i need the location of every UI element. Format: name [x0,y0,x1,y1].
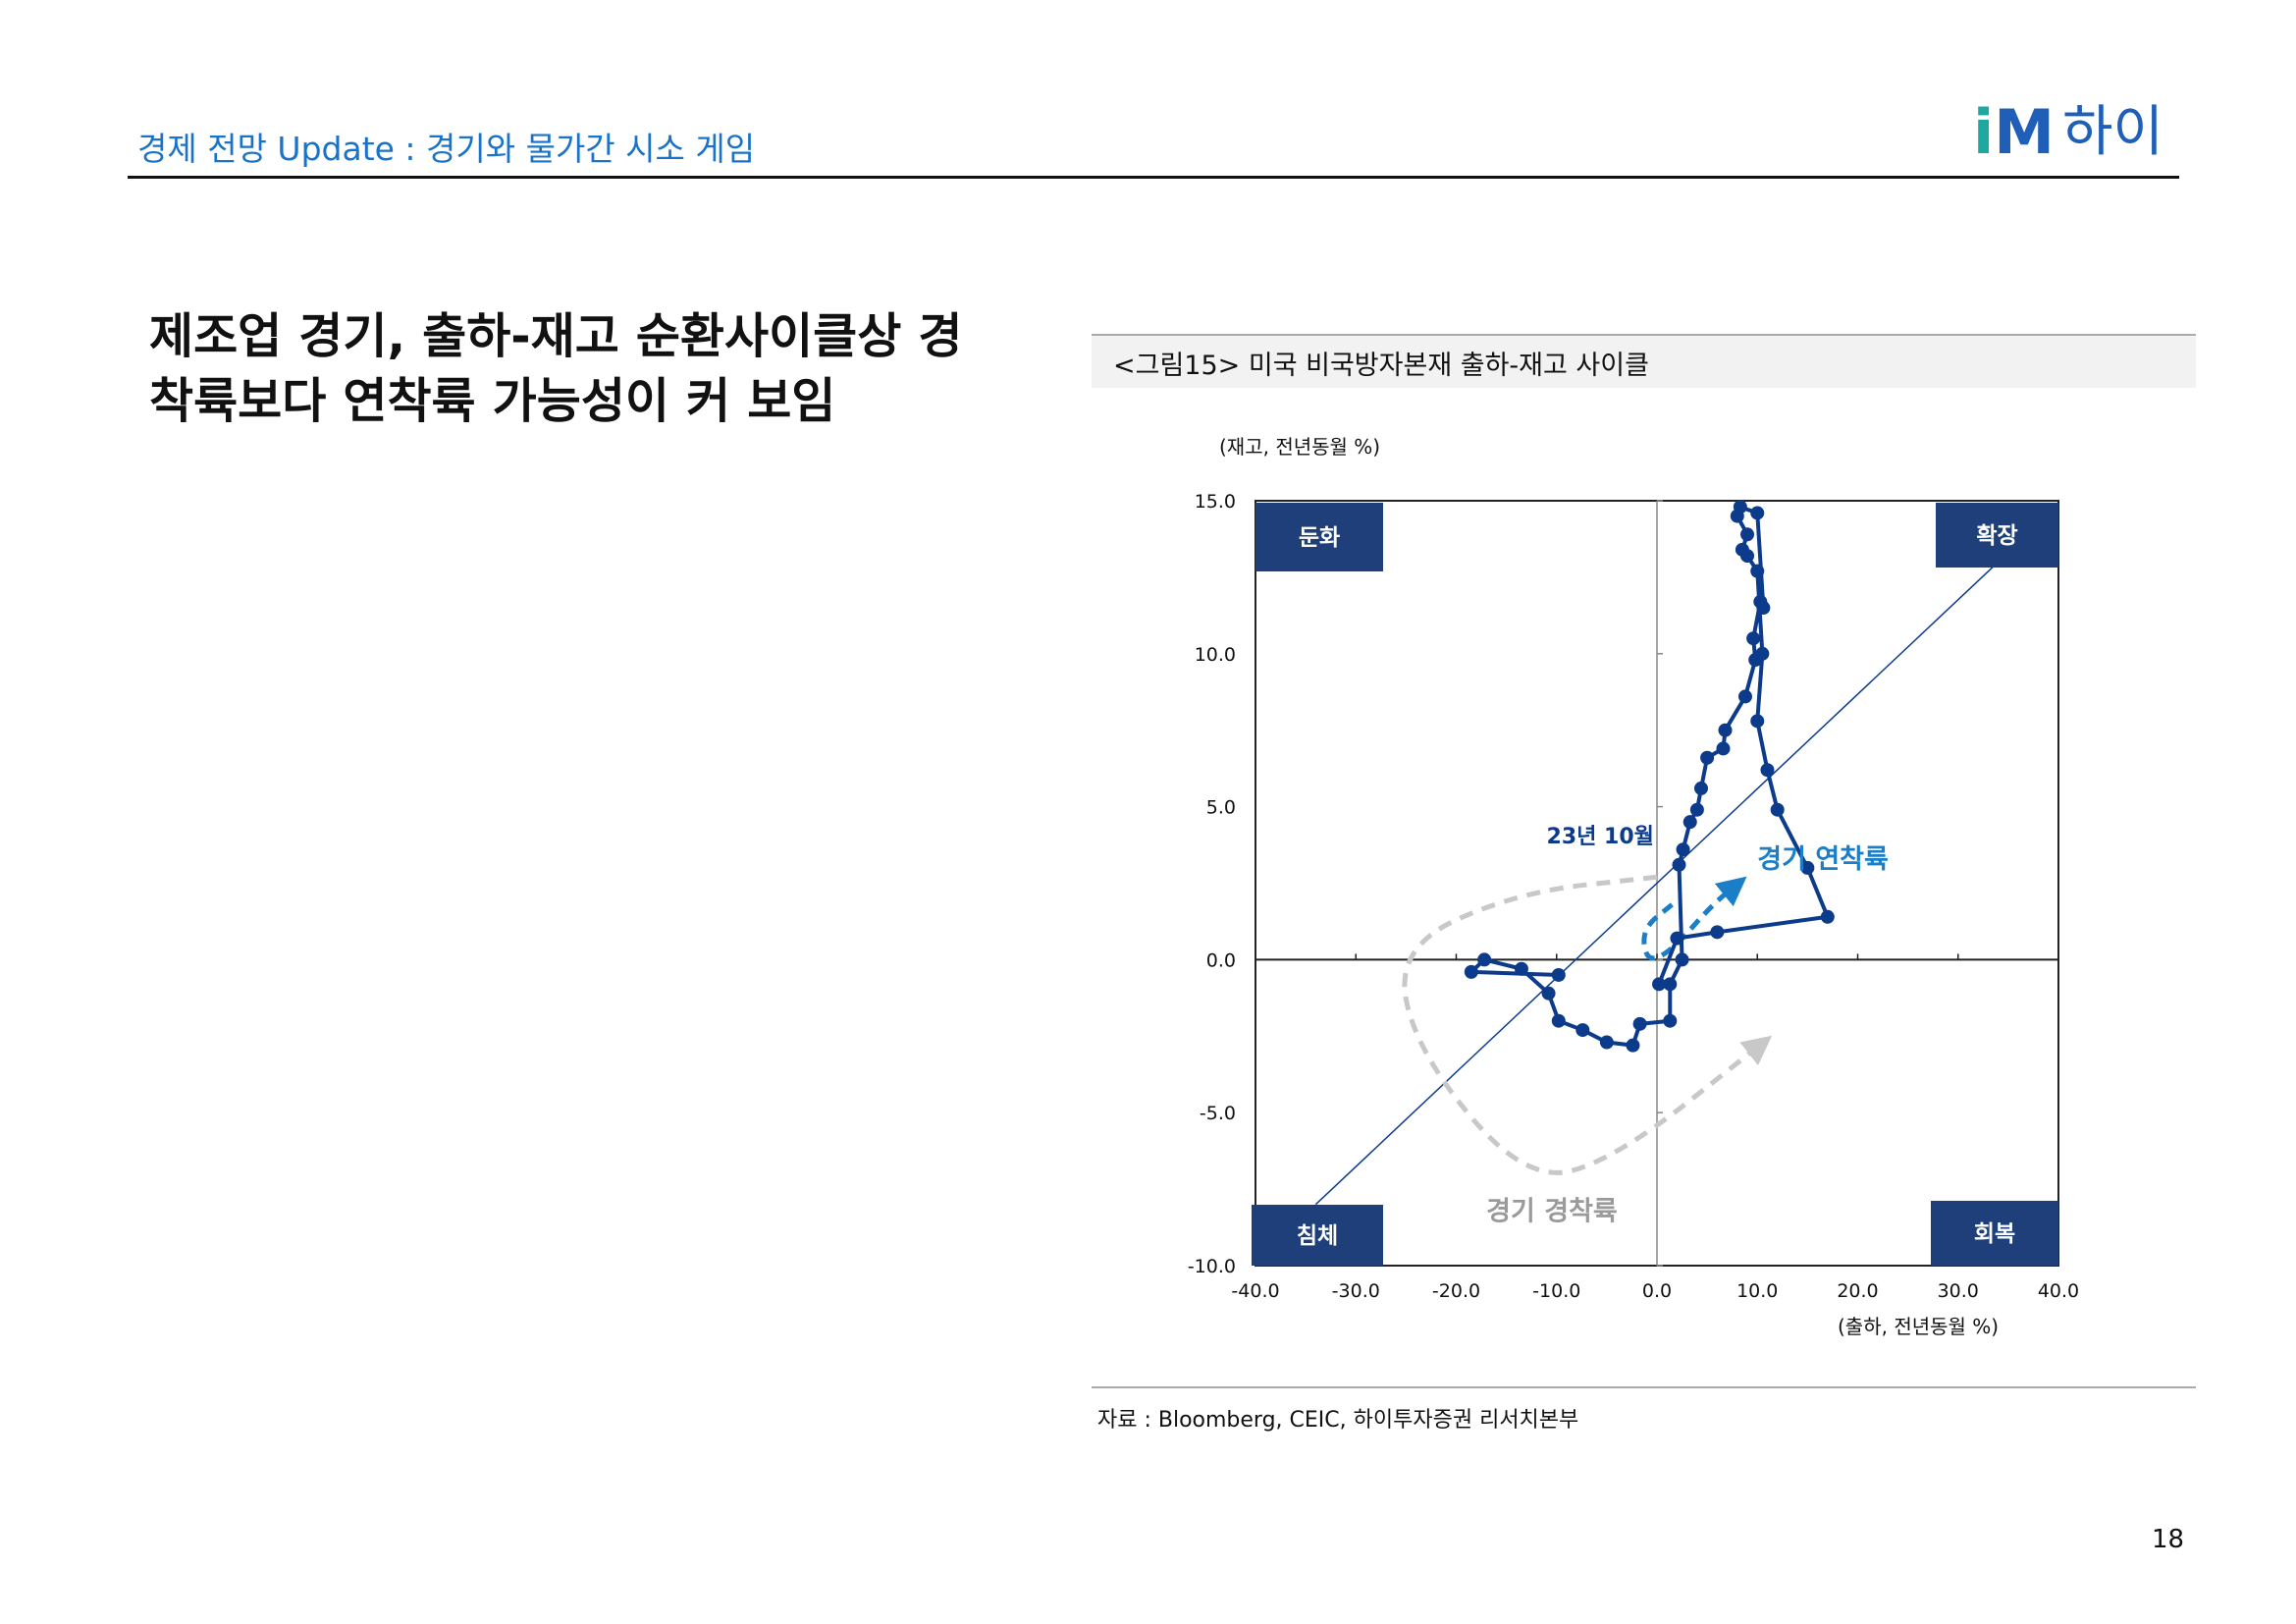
quadrant-label-slowdown-box [1255,503,1383,571]
data-point [1693,781,1708,795]
shipment-inventory-cycle-chart: (재고, 전년동월 %) (출하, 전년동월 %) -40.0 -30.0 -20.… [1188,435,2079,1338]
data-point [1672,857,1686,872]
quadrant-label-recovery-box [1931,1201,2058,1266]
data-point [1718,723,1733,737]
soft-landing-path [1641,876,1747,961]
data-point [1737,689,1752,704]
data-point [1700,750,1715,765]
data-point [1626,1038,1640,1053]
x-tick-label: 20.0 [1837,1280,1878,1302]
x-tick-label: 10.0 [1736,1280,1778,1302]
data-point [1676,842,1690,857]
quadrant-label-recession: 침체 [1297,1223,1338,1249]
x-tick-label: -10.0 [1532,1280,1580,1302]
data-point [1541,986,1556,1001]
y-tick-label: -5.0 [1200,1103,1236,1124]
data-point [1750,506,1765,520]
data-point [1632,1016,1647,1031]
data-point [1800,860,1815,875]
quadrant-label-slowdown: 둔화 [1299,525,1340,551]
hard-landing-path [1402,874,1773,1175]
headline-line-2: 착륙보다 연착륙 가능성이 커 보임 [149,373,836,429]
company-logo: i M 하이 [1973,98,2163,167]
x-tick-label: 0.0 [1642,1280,1672,1302]
y-tick-label: -10.0 [1188,1256,1236,1277]
logo-text: 하이 [2061,100,2164,164]
data-point [1652,977,1667,992]
y-axis-label: (재고, 전년동월 %) [1219,435,1380,459]
reference-diagonal-line [1314,561,2000,1206]
data-point [1746,631,1761,646]
figure-bottom-rule [1092,1386,2196,1388]
data-point [1753,594,1768,609]
y-tick-label: 5.0 [1206,797,1236,819]
page-header-title: 경제 전망 Update : 경기와 물가간 시소 게임 [137,130,756,168]
hard-landing-annotation: 경기 경착륙 [1486,1196,1618,1226]
data-point [1750,714,1765,729]
data-point [1599,1035,1614,1050]
data-point [1716,741,1731,756]
data-point [1514,961,1528,976]
x-tick-label: -30.0 [1332,1280,1380,1302]
x-tick-label: 30.0 [1938,1280,1979,1302]
data-point [1670,931,1684,946]
page-number: 18 [2152,1525,2185,1554]
x-tick-label: 40.0 [2038,1280,2079,1302]
figure-caption: <그림15> 미국 비국방자본재 출하-재고 사이클 [1113,351,1649,381]
data-point [1551,967,1566,982]
y-tick-label: 15.0 [1195,491,1236,513]
data-point [1663,977,1678,992]
x-tick-label: -20.0 [1432,1280,1480,1302]
data-point [1663,1013,1678,1028]
latest-point-annotation: 23년 10월 [1547,825,1654,849]
quadrant-label-expansion: 확장 [1976,523,2017,549]
data-point [1675,952,1689,967]
data-point [1733,500,1747,514]
soft-landing-annotation: 경기 연착륙 [1757,844,1889,875]
data-point [1551,1013,1566,1028]
figure-source: 자료 : Bloomberg, CEIC, 하이투자증권 리서치본부 [1097,1408,1579,1433]
data-point [1750,564,1765,578]
data-point [1710,925,1725,940]
y-tick-label: 0.0 [1206,949,1236,971]
logo-i: i [1973,96,1995,168]
data-point [1464,964,1478,979]
figure-caption-bar [1092,336,2196,388]
header-divider [128,176,2179,179]
logo-m: M [1994,96,2055,168]
x-axis-label: (출하, 전년동월 %) [1838,1315,1999,1338]
x-tick-label: -40.0 [1231,1280,1279,1302]
data-point [1760,763,1775,778]
quadrant-label-expansion-box [1936,503,2058,568]
data-point [1689,802,1704,817]
quadrant-label-recovery: 회복 [1974,1221,2015,1247]
quadrant-label-recession-box [1252,1205,1383,1266]
data-point [1477,952,1492,967]
data-point [1820,909,1835,924]
figure-top-rule [1092,334,2196,336]
headline-line-1: 제조업 경기, 출하-재고 순환사이클상 경 [149,308,963,364]
data-point [1748,653,1763,668]
data-point [1740,527,1755,542]
headline: 제조업 경기, 출하-재고 순환사이클상 경 착륙보다 연착륙 가능성이 커 보… [149,304,962,434]
y-tick-label: 10.0 [1195,644,1236,666]
data-point [1575,1023,1590,1038]
data-point [1682,815,1697,830]
data-point [1735,542,1749,557]
data-point [1770,802,1785,817]
